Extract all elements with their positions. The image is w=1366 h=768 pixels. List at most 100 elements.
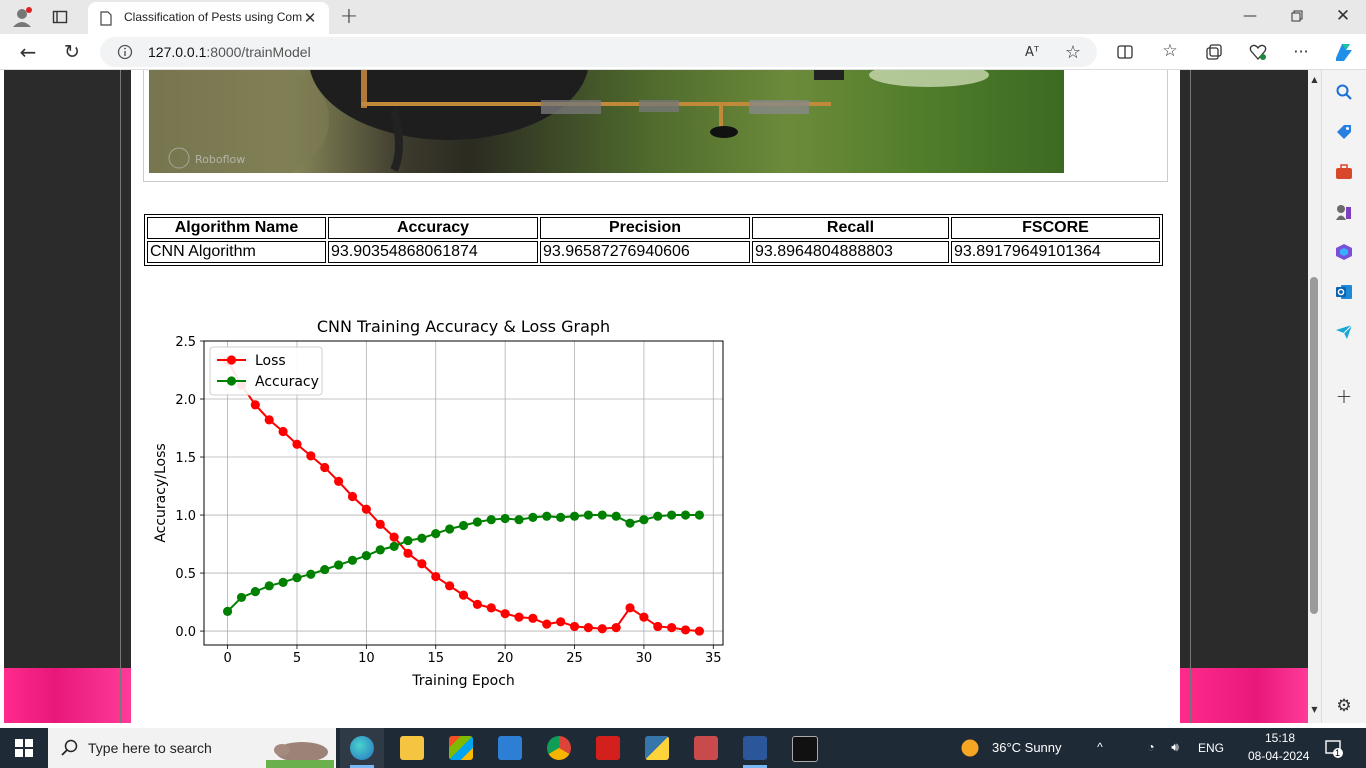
- data-point-loss: [320, 462, 330, 473]
- split-screen-icon[interactable]: [1115, 42, 1135, 62]
- favorite-star-icon[interactable]: ☆: [1064, 41, 1082, 63]
- paint-icon[interactable]: [694, 736, 718, 760]
- data-point-loss: [639, 612, 649, 622]
- edge-taskbar-icon[interactable]: [350, 736, 374, 760]
- python-icon[interactable]: [645, 736, 669, 760]
- clock-date[interactable]: 08-04-2024: [1248, 749, 1310, 763]
- data-point-loss: [472, 599, 482, 609]
- x-tick-label: 20: [497, 651, 514, 666]
- refresh-icon[interactable]: ↻: [64, 41, 80, 63]
- column-header: Precision: [540, 217, 750, 239]
- word-icon[interactable]: [743, 736, 767, 760]
- data-point-loss: [278, 426, 288, 437]
- copilot-icon[interactable]: [1331, 39, 1357, 65]
- x-tick-label: 0: [223, 651, 231, 666]
- store-icon[interactable]: [449, 736, 473, 760]
- data-point-loss: [653, 621, 663, 632]
- info-icon[interactable]: [116, 43, 134, 61]
- data-point-accuracy: [236, 592, 247, 603]
- minimize-icon[interactable]: —: [1243, 8, 1257, 24]
- y-tick-label: 1.5: [175, 451, 196, 466]
- new-tab-icon[interactable]: +: [339, 3, 359, 29]
- shopping-tag-icon[interactable]: [1334, 122, 1354, 142]
- volume-icon[interactable]: 🔊︎: [1171, 739, 1179, 754]
- data-point-loss: [542, 619, 552, 629]
- data-point-loss: [361, 504, 371, 514]
- data-point-accuracy: [320, 564, 330, 575]
- clock-time[interactable]: 15:18: [1265, 731, 1296, 745]
- taskbar-search[interactable]: Type here to search: [48, 728, 336, 768]
- performance-icon[interactable]: [1248, 42, 1268, 62]
- vertical-scrollbar[interactable]: ▲ ▼: [1308, 70, 1321, 723]
- back-icon[interactable]: ←: [19, 40, 37, 64]
- tools-icon[interactable]: [1334, 162, 1354, 182]
- scrollbar-thumb[interactable]: [1310, 277, 1318, 614]
- url-text[interactable]: 127.0.0.1:8000/trainModel: [148, 44, 311, 60]
- weather-sun-icon[interactable]: [960, 738, 980, 758]
- more-menu-icon[interactable]: ···: [1293, 41, 1309, 61]
- y-axis-label: Accuracy/Loss: [153, 443, 169, 542]
- data-point-loss: [389, 532, 399, 542]
- data-point-accuracy: [500, 513, 510, 524]
- scroll-up-icon[interactable]: ▲: [1311, 74, 1318, 84]
- data-point-loss: [264, 415, 274, 425]
- windows-taskbar: Type here to search 36°C Sunny ^ ◔ 🔊︎ EN…: [0, 728, 1366, 768]
- active-app-indicator: [340, 728, 384, 768]
- read-aloud-icon[interactable]: Aᵀ: [1025, 44, 1039, 60]
- page-divider: [120, 70, 121, 723]
- restore-icon[interactable]: [1287, 6, 1307, 26]
- notification-count: 1: [1335, 748, 1341, 758]
- data-point-accuracy: [639, 515, 649, 525]
- chrome-icon[interactable]: [547, 736, 571, 760]
- network-icon[interactable]: ◔: [1147, 740, 1155, 754]
- pdf-reader-icon[interactable]: [596, 736, 620, 760]
- pest-image: Roboflow: [149, 70, 1064, 173]
- add-sidebar-icon[interactable]: +: [1335, 384, 1353, 408]
- settings-icon[interactable]: ⚙: [1336, 696, 1352, 716]
- collections-icon[interactable]: [1204, 42, 1224, 62]
- microsoft-365-icon[interactable]: [1334, 242, 1354, 262]
- data-point-accuracy: [542, 511, 552, 521]
- close-window-icon[interactable]: ✕: [1335, 6, 1351, 26]
- notifications-icon[interactable]: [1324, 738, 1344, 758]
- mail-icon[interactable]: [498, 736, 522, 760]
- x-axis-label: Training Epoch: [411, 673, 515, 689]
- data-point-loss: [306, 451, 316, 461]
- main-content: Roboflow Algorithm Name Accuracy Precisi…: [131, 70, 1180, 723]
- data-point-accuracy: [264, 581, 274, 591]
- favorites-icon[interactable]: ☆: [1162, 41, 1178, 61]
- data-point-accuracy: [250, 587, 260, 597]
- x-tick-label: 30: [636, 651, 653, 666]
- terminal-icon[interactable]: [792, 736, 818, 762]
- table-cell: 93.90354868061874: [328, 241, 538, 263]
- table-cell: 93.8964804888803: [752, 241, 949, 263]
- toolbar: ← ↻ 127.0.0.1:8000/trainModel Aᵀ ☆ ☆ ···: [0, 34, 1366, 70]
- x-tick-label: 5: [293, 651, 301, 666]
- profile-icon[interactable]: [10, 5, 34, 29]
- x-tick-label: 35: [705, 651, 722, 666]
- data-point-accuracy: [556, 512, 566, 522]
- start-icon[interactable]: [14, 738, 34, 758]
- address-bar[interactable]: 127.0.0.1:8000/trainModel Aᵀ ☆: [100, 37, 1097, 67]
- weather-text[interactable]: 36°C Sunny: [992, 740, 1062, 755]
- search-icon[interactable]: [1334, 82, 1354, 102]
- data-point-loss: [597, 624, 607, 634]
- games-icon[interactable]: [1334, 202, 1354, 222]
- scroll-down-icon[interactable]: ▼: [1311, 704, 1318, 714]
- language-indicator[interactable]: ENG: [1198, 741, 1225, 755]
- y-tick-label: 0.5: [175, 567, 196, 582]
- table-cell: 93.89179649101364: [951, 241, 1160, 263]
- outlook-icon[interactable]: [1334, 282, 1354, 302]
- column-header: Accuracy: [328, 217, 538, 239]
- tab-actions-icon[interactable]: [50, 7, 70, 27]
- file-explorer-icon[interactable]: [400, 736, 424, 760]
- column-header: FSCORE: [951, 217, 1160, 239]
- page-viewport: Roboflow Algorithm Name Accuracy Precisi…: [0, 70, 1308, 723]
- tab-close-icon[interactable]: ✕: [303, 9, 317, 27]
- y-tick-label: 1.0: [175, 509, 196, 524]
- drop-send-icon[interactable]: [1334, 322, 1354, 342]
- data-point-accuracy: [680, 510, 691, 520]
- data-point-accuracy: [653, 511, 663, 521]
- show-hidden-icons-icon[interactable]: ^: [1097, 740, 1103, 754]
- browser-tab[interactable]: Classification of Pests using Com ✕: [88, 2, 329, 34]
